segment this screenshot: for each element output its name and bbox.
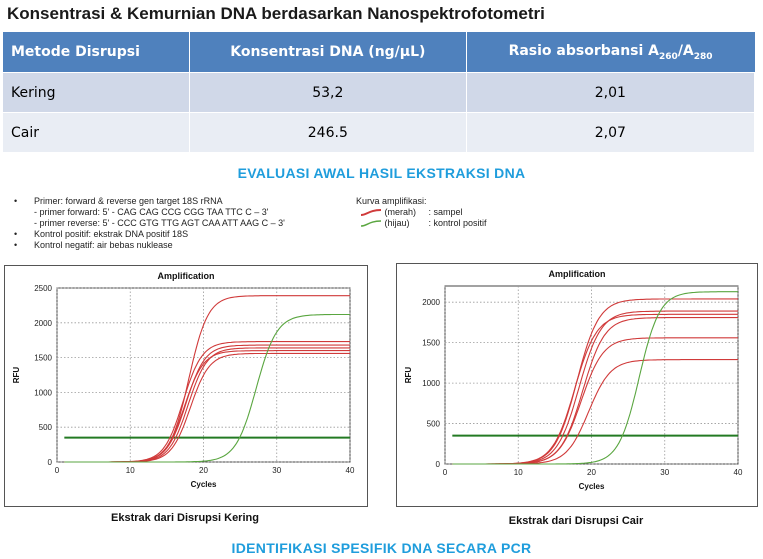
section-heading-evaluation: EVALUASI AWAL HASIL EKSTRAKSI DNA: [237, 165, 526, 181]
x-tick-label: 10: [126, 466, 135, 475]
amplification-chart-cair: Amplification 0 10 20 30 40 0 500 1000 1500 2000 Cy…: [404, 269, 743, 491]
x-tick-label: 30: [660, 468, 669, 477]
cell-method: Kering: [3, 72, 190, 113]
x-tick-label: 40: [734, 468, 743, 477]
note-primer: Primer: forward & reverse gen target 18S…: [34, 196, 223, 206]
amplification-chart-kering: Amplification 0 10 20 30 40 0 500 1000 1500 2000 25…: [12, 271, 355, 489]
cell-ratio: 2,07: [466, 112, 756, 152]
cell-concentration: 246.5: [189, 112, 467, 152]
chart-caption-cair: Ekstrak dari Disrupsi Cair: [508, 515, 644, 527]
y-tick-label: 1000: [422, 379, 440, 388]
amplification-chart-cair-panel: Amplification 0 10 20 30 40 0 500 1000 1500 2000 Cy…: [396, 263, 758, 507]
bullet: •: [14, 240, 18, 250]
col-header-method: Metode Disrupsi: [3, 32, 190, 73]
x-tick-label: 40: [346, 466, 355, 475]
y-tick-label: 2000: [34, 319, 52, 328]
x-tick-label: 10: [514, 468, 523, 477]
chart-caption-kering: Ekstrak dari Disrupsi Kering: [111, 512, 259, 524]
y-tick-label: 500: [39, 423, 53, 432]
y-tick-label: 0: [48, 458, 53, 467]
concentration-table: Metode Disrupsi Konsentrasi DNA (ng/µL) …: [3, 32, 756, 152]
cell-concentration: 53,2: [189, 72, 467, 113]
note-row: - primer forward: 5' - CAG CAG CCG CGG T…: [14, 207, 285, 218]
section-heading-pcr: IDENTIFIKASI SPESIFIK DNA SECARA PCR: [231, 540, 532, 556]
amplification-chart-kering-panel: Amplification 0 10 20 30 40 0 500 1000 1500 2000 25…: [4, 265, 368, 507]
y-tick-label: 2000: [422, 298, 440, 307]
table-row: Kering 53,2 2,01: [3, 72, 756, 113]
ratio-slash: /A: [677, 42, 694, 59]
legend-red-label: (merah): [384, 207, 417, 217]
note-negative-control: Kontrol negatif: air bebas nuklease: [34, 240, 173, 250]
primer-notes: • Primer: forward & reverse gen target 18…: [14, 196, 285, 251]
bullet: •: [14, 229, 18, 239]
note-positive-control: Kontrol positif: ekstrak DNA positif 18S: [34, 229, 189, 239]
chart-title: Amplification: [157, 271, 214, 281]
y-tick-label: 1500: [422, 339, 440, 348]
green-line-swatch: [360, 220, 382, 227]
x-tick-label: 30: [272, 466, 281, 475]
note-row: • Kontrol positif: ekstrak DNA positif 18…: [14, 229, 285, 240]
cell-method: Cair: [3, 112, 190, 152]
legend-title: Kurva amplifikasi:: [356, 196, 427, 206]
curve-legend: Kurva amplifikasi: (merah) : sampel (hija…: [356, 196, 487, 229]
y-tick-label: 500: [427, 420, 441, 429]
x-tick-label: 0: [55, 466, 60, 475]
x-tick-label: 20: [587, 468, 596, 477]
cell-ratio: 2,01: [466, 72, 756, 113]
table-row: Cair 246.5 2,07: [3, 112, 756, 152]
red-line-swatch: [360, 209, 382, 217]
x-axis-label: Cycles: [191, 480, 217, 489]
y-tick-label: 0: [436, 460, 441, 469]
col-header-ratio: Rasio absorbansi A260/A280: [466, 32, 755, 73]
amplification-curve: [452, 291, 738, 465]
note-reverse-primer: - primer reverse: 5' - CCC GTG TTG AGT C…: [34, 218, 285, 228]
legend-item-sample: (merah) : sampel: [356, 207, 487, 218]
note-row: - primer reverse: 5' - CCC GTG TTG AGT C…: [14, 218, 285, 229]
legend-red-desc: : sampel: [428, 207, 463, 217]
y-tick-label: 2500: [34, 284, 52, 293]
x-axis-label: Cycles: [579, 482, 605, 491]
note-row: • Primer: forward & reverse gen target 18…: [14, 196, 285, 207]
amplification-curve: [64, 313, 350, 463]
legend-green-label: (hijau): [384, 218, 410, 228]
x-tick-label: 0: [443, 468, 448, 477]
ratio-sub-280: 280: [693, 51, 713, 62]
ratio-label: Rasio absorbansi A: [508, 42, 660, 59]
y-axis-label: RFU: [12, 367, 21, 384]
y-tick-label: 1500: [34, 354, 52, 363]
ratio-sub-260: 260: [659, 51, 678, 62]
chart-title: Amplification: [548, 269, 605, 279]
col-header-concentration: Konsentrasi DNA (ng/µL): [189, 32, 467, 73]
legend-green-desc: : kontrol positif: [428, 218, 487, 228]
table-header-row: Metode Disrupsi Konsentrasi DNA (ng/µL) …: [3, 32, 755, 73]
y-tick-label: 1000: [34, 388, 52, 397]
legend-item-positive-control: (hijau) : kontrol positif: [356, 218, 487, 229]
bullet: •: [14, 196, 18, 206]
note-forward-primer: - primer forward: 5' - CAG CAG CCG CGG T…: [34, 207, 269, 217]
page-title: Konsentrasi & Kemurnian DNA berdasarkan …: [7, 4, 545, 23]
y-axis-label: RFU: [404, 367, 413, 384]
note-row: • Kontrol negatif: air bebas nuklease: [14, 240, 285, 251]
x-tick-label: 20: [199, 466, 208, 475]
